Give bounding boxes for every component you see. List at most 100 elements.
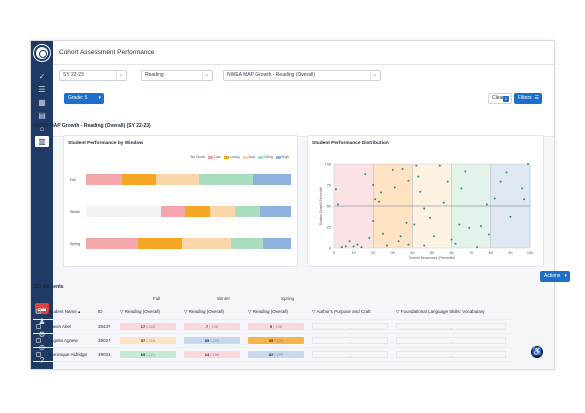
bar-segment[interactable] (121, 174, 156, 185)
scatter-point[interactable] (378, 200, 381, 203)
scatter-point[interactable] (487, 233, 490, 236)
column-header-winter[interactable]: ▽ Reading (Overall) (181, 305, 245, 320)
scatter-point[interactable] (480, 225, 482, 228)
bar-segment[interactable] (155, 174, 200, 185)
scatter-point[interactable] (485, 203, 488, 206)
column-header-spring[interactable]: ▽ Reading (Overall) (245, 305, 309, 320)
bar-segment[interactable] (86, 206, 161, 217)
calendar-icon[interactable]: ▦ (38, 98, 46, 107)
row-checkbox[interactable] (36, 323, 41, 329)
bar-segment[interactable] (185, 206, 211, 217)
year-select[interactable]: SY 22-23 ⌄ (59, 70, 127, 81)
document-icon[interactable]: ▤ (38, 111, 46, 120)
subject-select[interactable]: Reading ⌄ (141, 70, 213, 81)
scatter-point[interactable] (397, 240, 400, 243)
bar-segment[interactable] (263, 238, 291, 249)
table-row[interactable]: Cason Abel 39437 17 | 202 7 | 198 5 | 198 -- -… (33, 319, 513, 334)
scatter-point[interactable] (385, 244, 388, 247)
bar-segment[interactable] (86, 238, 138, 249)
scatter-point[interactable] (336, 203, 339, 206)
clear-filters-button[interactable]: Clear 1 (488, 93, 512, 104)
scatter-point[interactable] (380, 191, 383, 194)
scatter-point[interactable] (391, 168, 394, 171)
bar-segment[interactable] (231, 238, 264, 249)
scatter-point[interactable] (368, 236, 371, 239)
scatter-point[interactable] (415, 164, 418, 167)
scatter-point[interactable] (476, 246, 479, 249)
scatter-point[interactable] (340, 246, 343, 249)
table-row[interactable]: Angelia Agnew 39027 57 | 216 89 | 226 35 | 2… (33, 333, 513, 348)
student-name[interactable]: Cason Abel (45, 319, 95, 334)
scatter-point[interactable] (493, 197, 496, 200)
row-checkbox[interactable] (36, 351, 41, 357)
row-checkbox[interactable] (36, 337, 41, 343)
users-icon[interactable]: ☰ (38, 85, 46, 94)
bar-segment[interactable] (86, 174, 122, 185)
select-all-checkbox[interactable] (36, 309, 41, 315)
bar-segment[interactable] (181, 238, 232, 249)
scatter-point[interactable] (499, 180, 502, 183)
scatter-point[interactable] (334, 188, 337, 191)
scatter-point[interactable] (393, 186, 396, 189)
bar-segment[interactable] (235, 206, 260, 217)
scatter-point[interactable] (417, 175, 420, 178)
bar-segment[interactable] (253, 174, 291, 185)
column-header-name[interactable]: Student Name ▴ (45, 305, 95, 320)
scatter-point[interactable] (446, 180, 449, 183)
scatter-point[interactable] (413, 223, 416, 226)
column-header-purpose[interactable]: ▽ Author's Purpose and Craft (309, 305, 393, 320)
scatter-point[interactable] (372, 184, 375, 186)
scatter-point[interactable] (521, 187, 524, 190)
accessibility-icon[interactable]: ♿ (531, 346, 543, 358)
actions-button[interactable]: Actions ▾ (540, 271, 570, 282)
scatter-point[interactable] (468, 226, 471, 229)
scatter-point[interactable] (464, 170, 467, 173)
bar-segment[interactable] (199, 174, 254, 185)
scatter-point[interactable] (374, 198, 377, 201)
grade-button[interactable]: Grade: 5 ▾ (64, 93, 104, 104)
scatter-point[interactable] (509, 215, 512, 218)
scatter-point[interactable] (372, 220, 375, 223)
column-header-id[interactable]: ID (95, 305, 117, 320)
table-row[interactable]: Dominique Aldridge 39031 69 | 221 14 | 196 8… (33, 347, 513, 362)
scatter-point[interactable] (405, 221, 408, 224)
scatter-point[interactable] (429, 216, 432, 219)
scatter-point[interactable] (407, 179, 410, 182)
scatter-point[interactable] (364, 173, 367, 176)
scatter-point[interactable] (407, 243, 410, 246)
scatter-point[interactable] (344, 245, 347, 248)
assessment-select[interactable]: NWEA MAP Growth - Reading (Overall) ⌄ (223, 70, 381, 81)
scatter-point[interactable] (454, 242, 457, 245)
scatter-point[interactable] (382, 232, 384, 235)
scatter-point[interactable] (360, 246, 363, 249)
scatter-point[interactable] (460, 187, 463, 190)
scatter-point[interactable] (523, 198, 526, 201)
assessment-icon[interactable]: ▥ (35, 136, 49, 147)
scatter-point[interactable] (450, 238, 453, 241)
scatter-point[interactable] (352, 245, 355, 248)
column-header-fall[interactable]: ▽ Reading (Overall) (117, 305, 181, 320)
bar-segment[interactable] (210, 206, 236, 217)
student-name[interactable]: Angelia Agnew (45, 333, 95, 348)
bar-segment[interactable] (259, 206, 291, 217)
bar-segment[interactable] (137, 238, 182, 249)
scatter-point[interactable] (423, 244, 426, 247)
column-header-vocab[interactable]: ▽ Foundational Language Skills: Vocabula… (393, 305, 513, 320)
scatter-point[interactable] (442, 201, 445, 204)
student-name[interactable]: Dominique Aldridge (45, 347, 95, 362)
scatter-point[interactable] (438, 164, 441, 167)
scatter-point[interactable] (423, 207, 426, 210)
scatter-point[interactable] (348, 240, 351, 243)
scatter-point[interactable] (401, 168, 404, 171)
scatter-point[interactable] (458, 223, 461, 226)
filters-button[interactable]: Filters ☰ (514, 93, 542, 104)
scatter-point[interactable] (432, 235, 435, 238)
scatter-point[interactable] (419, 190, 422, 193)
scatter-point[interactable] (527, 163, 530, 165)
scatter-point[interactable] (399, 235, 402, 238)
scatter-point[interactable] (356, 243, 359, 246)
scatter-point[interactable] (505, 171, 508, 174)
dashboard-icon[interactable]: ✓ (38, 72, 46, 81)
bar-segment[interactable] (160, 206, 186, 217)
school-icon[interactable]: ⌂ (39, 124, 45, 133)
